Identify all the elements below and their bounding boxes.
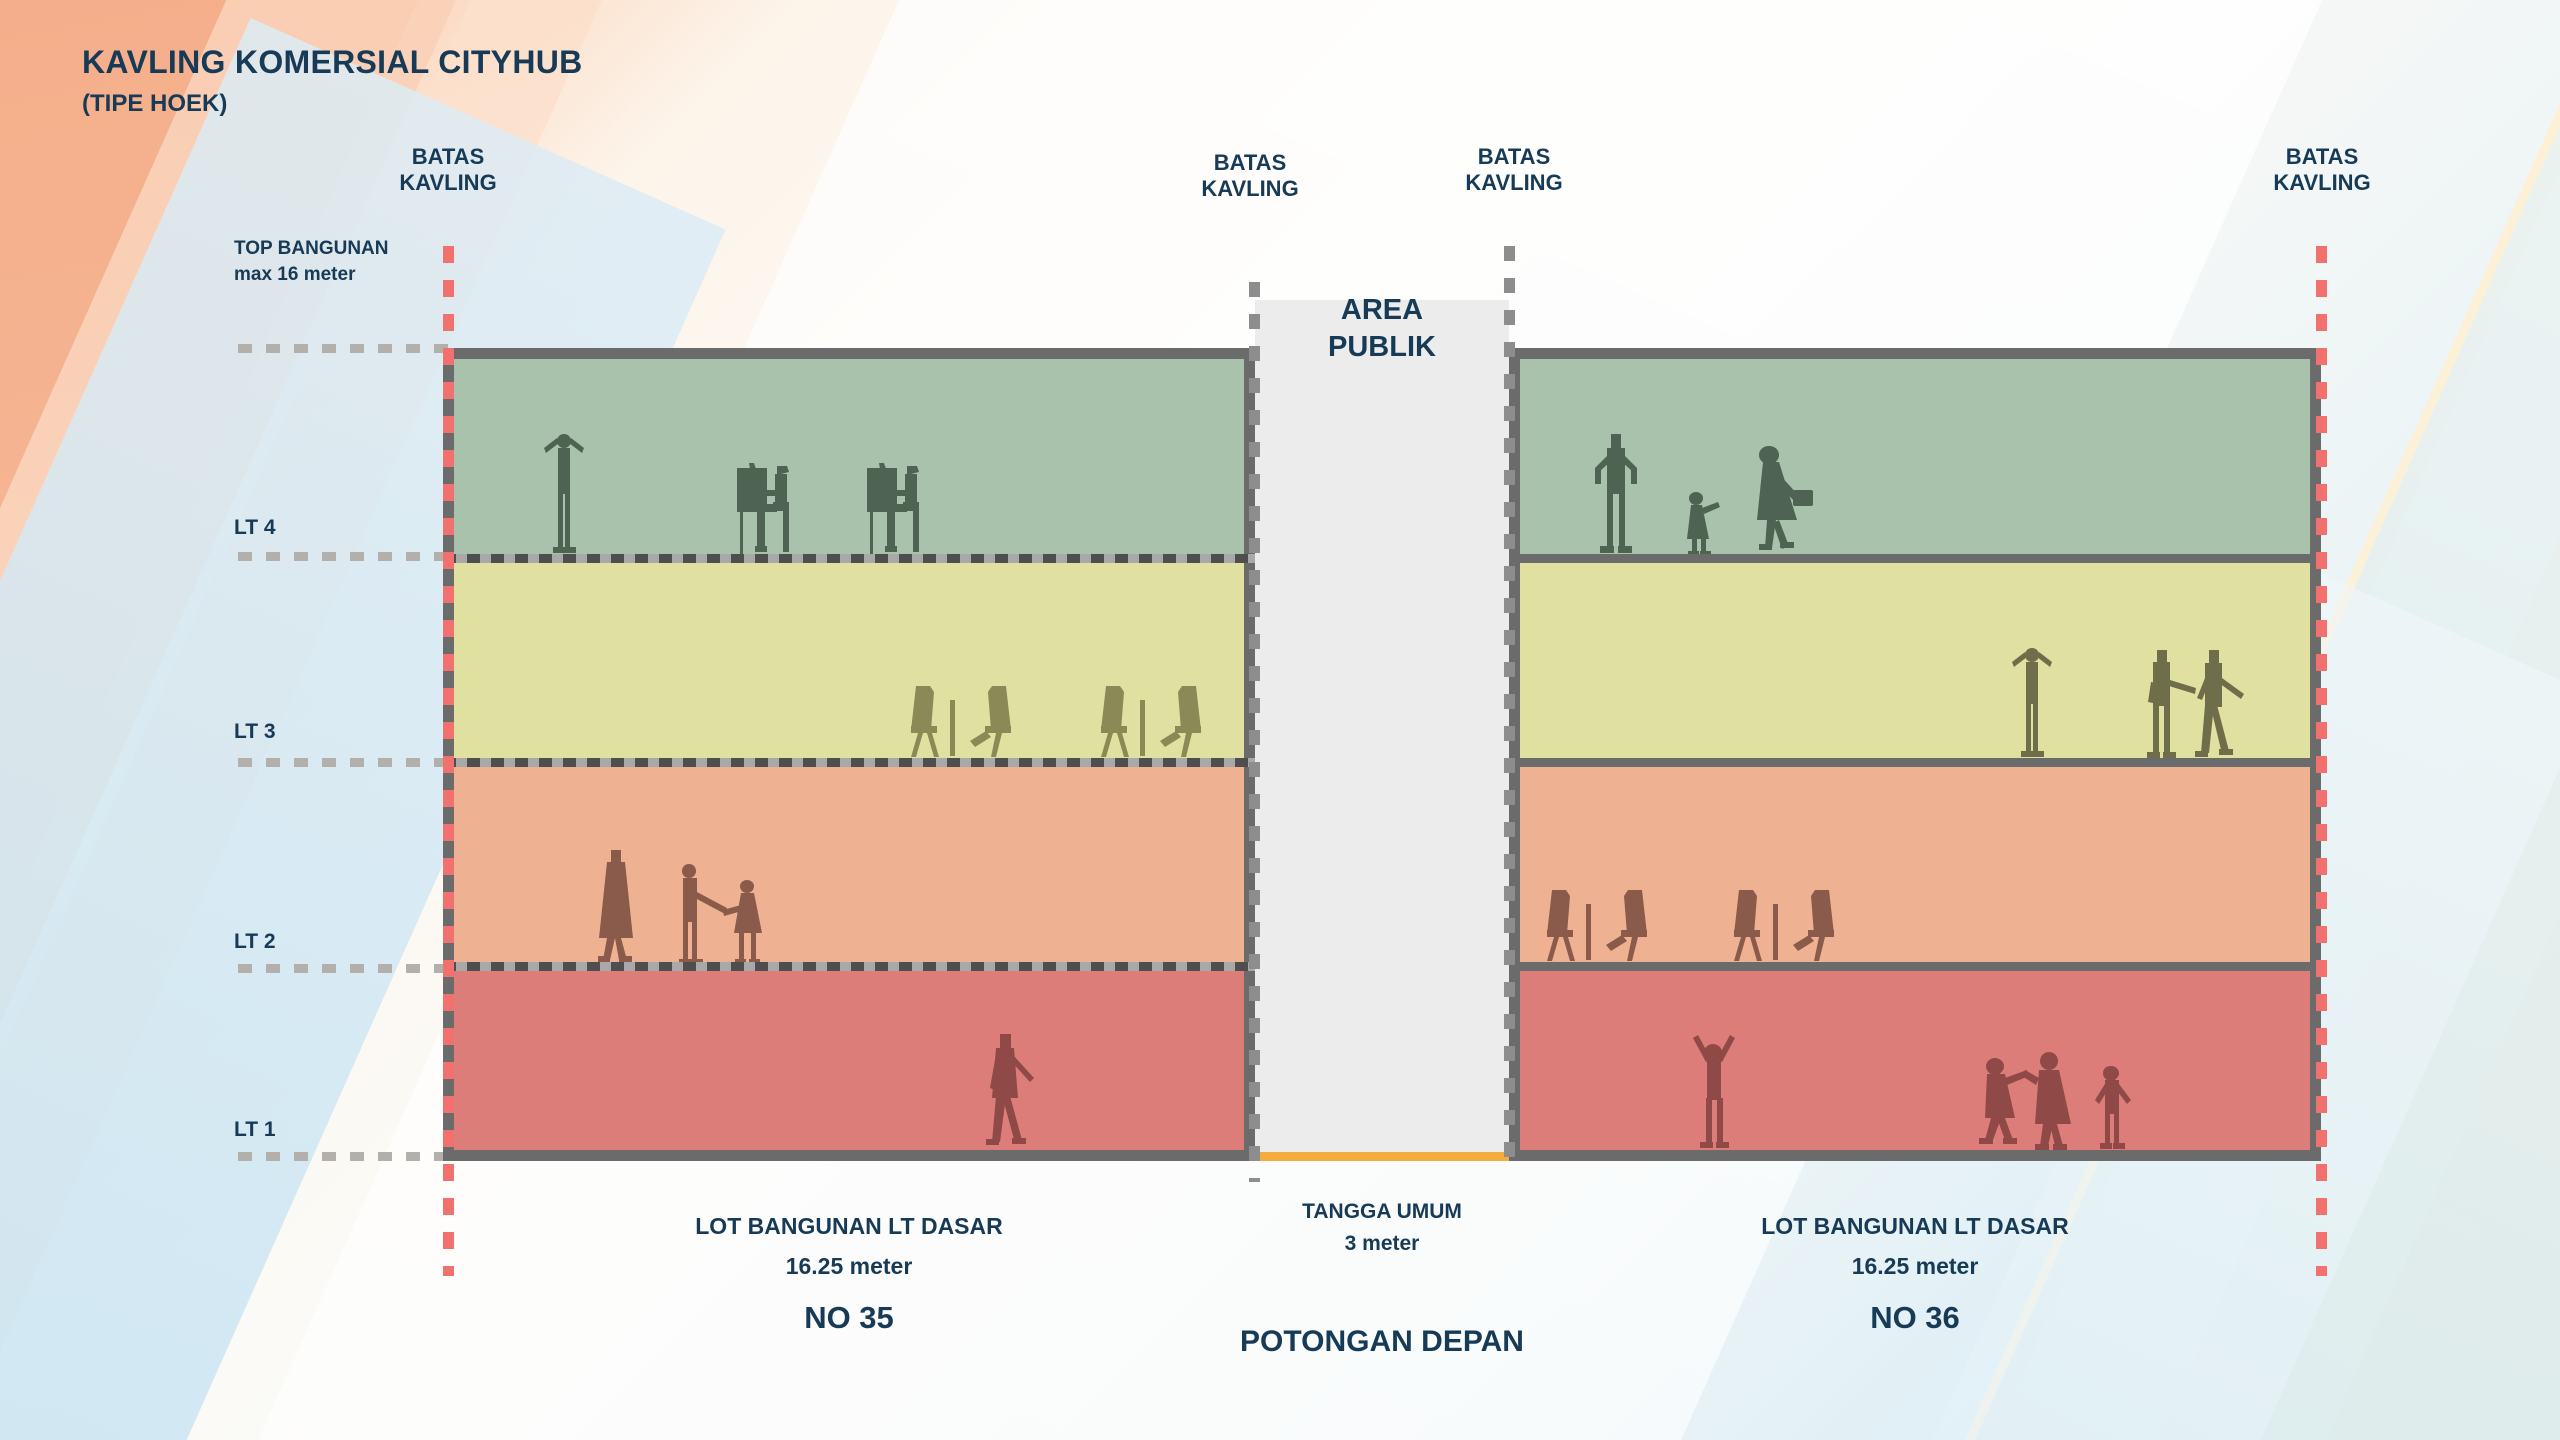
figure-person-hands-on-hips	[1589, 432, 1643, 556]
floor-lt1-right	[1509, 971, 2321, 1150]
floor-separator-lt4-lt3	[443, 554, 1255, 563]
kavling-boundary-right	[2316, 246, 2327, 1276]
roof-slab-right	[1509, 348, 2321, 359]
floor-lt2-left	[443, 767, 1255, 964]
floor-lt1-left	[443, 971, 1255, 1150]
public-stair-bar	[1255, 1152, 1509, 1161]
figure-person-celebrating	[1689, 1032, 1745, 1150]
figure-group-of-three	[1979, 1044, 2139, 1150]
batas-kavling-label-center-right: BATAS KAVLING	[1465, 144, 1563, 195]
ground-slab-right	[1509, 1150, 2321, 1161]
kavling-boundary-left	[443, 246, 454, 1276]
leader-line-lt4	[238, 552, 448, 561]
figure-two-people-talking	[2139, 648, 2251, 760]
page-subtitle: (TIPE HOEK)	[82, 90, 228, 117]
level-label-lt3: LT 3	[234, 720, 276, 743]
lot-caption-no36: LOT BANGUNAN LT DASAR	[1761, 1213, 2069, 1239]
lot-width-no36: 16.25 meter	[1851, 1253, 1979, 1279]
batas-kavling-label-right: BATAS KAVLING	[2273, 144, 2371, 195]
tangga-umum-label: TANGGA UMUM 3 meter	[1302, 1200, 1462, 1255]
batas-kavling-label-left: BATAS KAVLING	[399, 144, 497, 195]
leader-line-lt1	[238, 1152, 448, 1161]
lot-number-no35: NO 35	[804, 1300, 894, 1335]
floor-lt4-right	[1509, 359, 2321, 556]
figure-couple-holding-hands	[675, 862, 775, 964]
figure-person-at-easel	[863, 460, 929, 556]
building-no36	[1509, 348, 2321, 1161]
floor-lt3-left	[443, 563, 1255, 760]
figure-person-at-easel	[733, 460, 799, 556]
level-label-lt1: LT 1	[234, 1118, 276, 1141]
batas-kavling-label-center-left: BATAS KAVLING	[1201, 150, 1299, 201]
figure-office-chair-pair	[1544, 888, 1664, 964]
kavling-boundary-center-left	[1249, 282, 1260, 1182]
figure-woman-with-bag	[1749, 444, 1819, 556]
top-bangunan-label: TOP BANGUNAN max 16 meter	[234, 238, 389, 285]
floor-separator-lt3-lt2	[443, 758, 1255, 767]
kavling-boundary-center-right	[1504, 246, 1515, 1171]
figure-office-chair-pair	[908, 684, 1028, 760]
section-title-label: POTONGAN DEPAN	[1240, 1325, 1524, 1358]
level-label-lt2: LT 2	[234, 930, 276, 953]
page-title: KAVLING KOMERSIAL CITYHUB	[82, 44, 583, 80]
figure-office-chair-pair	[1098, 684, 1218, 760]
floor-separator-lt4-lt3-right	[1509, 554, 2321, 563]
floor-separator-lt2-lt1-right	[1509, 962, 2321, 971]
floor-lt4-left	[443, 359, 1255, 556]
leader-line-lt2	[238, 964, 448, 973]
figure-office-chair-pair	[1731, 888, 1851, 964]
level-label-lt4: LT 4	[234, 516, 276, 539]
figure-person-arms-up	[2009, 642, 2055, 760]
lot-caption-no35: LOT BANGUNAN LT DASAR	[695, 1213, 1003, 1239]
lot-width-no35: 16.25 meter	[785, 1253, 913, 1279]
figure-child	[1684, 490, 1728, 556]
roof-slab-left	[443, 348, 1255, 359]
floor-separator-lt2-lt1	[443, 962, 1255, 971]
wall-right-outer	[2310, 348, 2321, 1161]
public-corridor	[1255, 300, 1509, 1161]
figure-person-arms-up	[541, 428, 587, 556]
building-no35	[443, 348, 1255, 1161]
ground-slab-left	[443, 1150, 1255, 1161]
lot-number-no36: NO 36	[1870, 1300, 1960, 1335]
leader-line-lt3	[238, 758, 448, 767]
figure-person-walking	[978, 1032, 1040, 1150]
figure-adult-walking	[593, 848, 639, 964]
floor-lt2-right	[1509, 767, 2321, 964]
floor-separator-lt3-lt2-right	[1509, 758, 2321, 767]
leader-line-top	[238, 344, 448, 353]
area-publik-label: AREA PUBLIK	[1328, 294, 1436, 364]
floor-lt3-right	[1509, 563, 2321, 760]
